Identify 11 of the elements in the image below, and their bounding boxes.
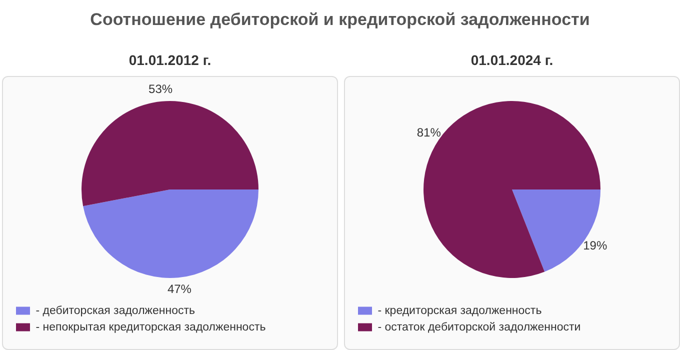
data-label: 53% xyxy=(148,82,173,96)
data-label: 47% xyxy=(167,282,192,296)
data-label: 81% xyxy=(416,125,442,140)
legend-label: - непокрытая кредиторская задолженность xyxy=(36,321,266,334)
chart-subtitle: 01.01.2012 г. xyxy=(128,52,212,70)
chart-subtitle: 01.01.2024 г. xyxy=(470,52,554,70)
legend-label: - кредиторская задолженность xyxy=(378,304,542,317)
data-label: 19% xyxy=(583,238,608,252)
legend-label: - остаток дебиторской задолженности xyxy=(378,321,581,334)
text: Соотношение дебиторской и кредиторской задолженности xyxy=(89,10,591,30)
legend-label: - дебиторская задолженность xyxy=(36,304,195,317)
